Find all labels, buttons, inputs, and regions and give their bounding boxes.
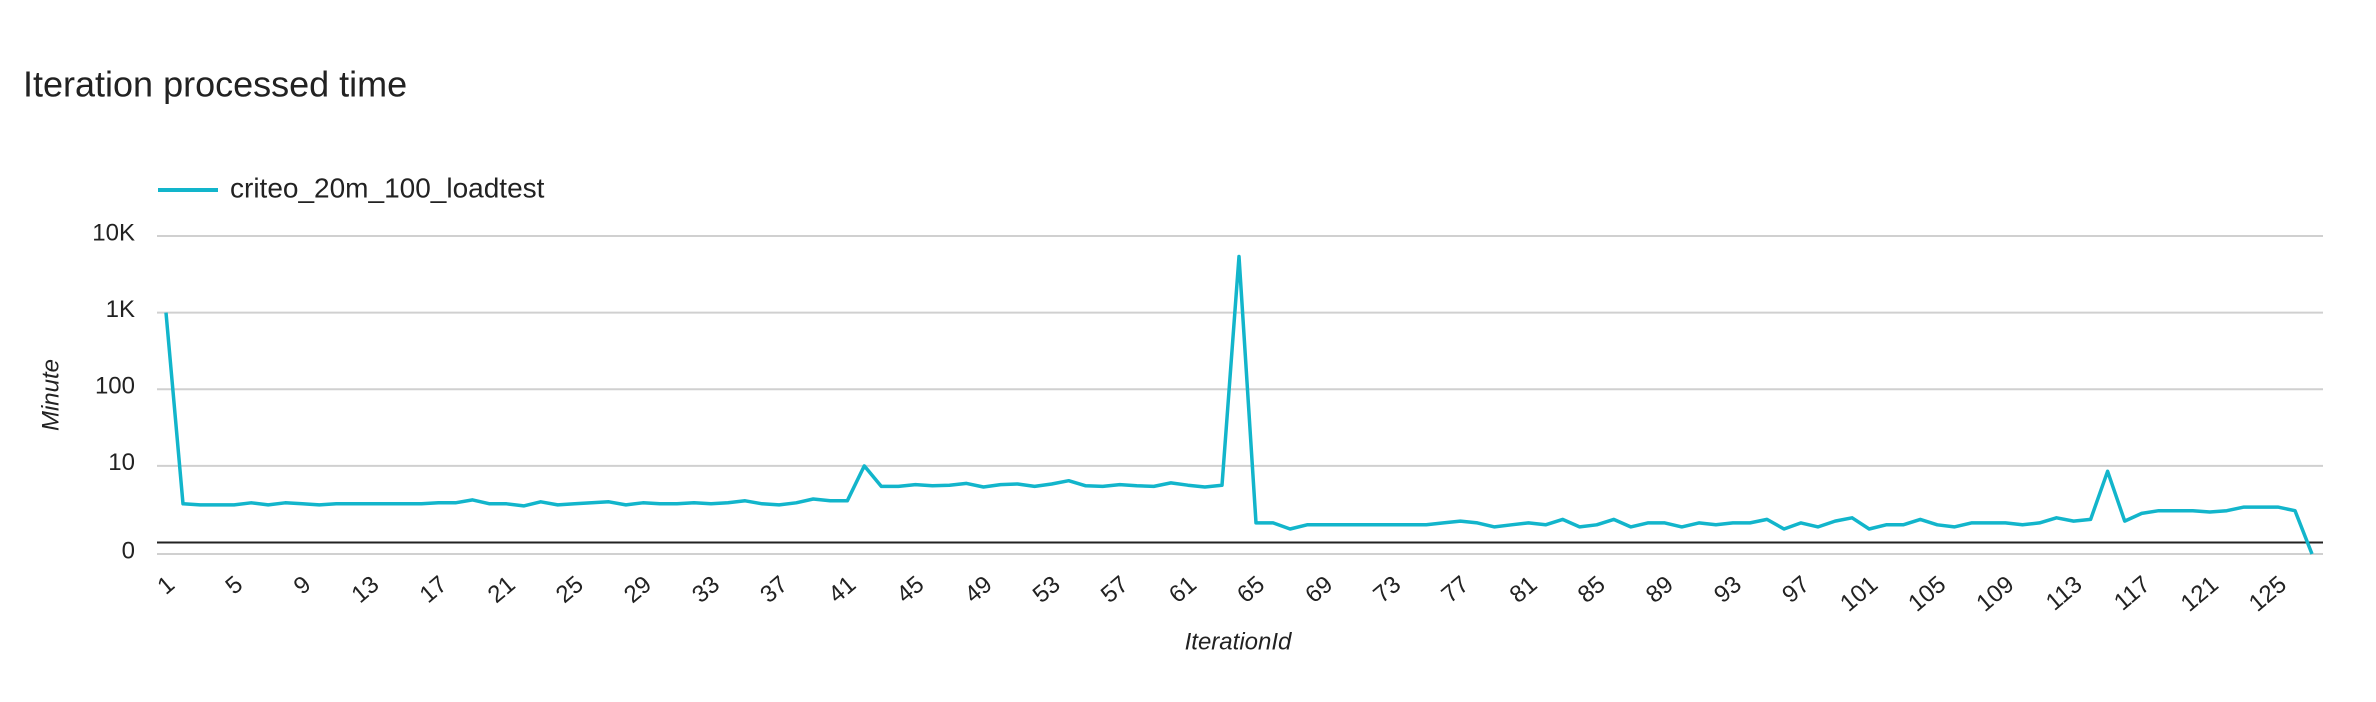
x-tick-label: 101 — [1835, 571, 1883, 617]
x-tick-label: 13 — [347, 571, 385, 609]
x-tick-label: 33 — [687, 571, 725, 609]
x-tick-label: 125 — [2244, 571, 2292, 617]
legend-label: criteo_20m_100_loadtest — [230, 172, 545, 203]
x-tick-label: 93 — [1709, 571, 1747, 609]
x-tick-label: 69 — [1300, 571, 1338, 609]
x-tick-label: 17 — [415, 571, 453, 609]
x-axis-title: IterationId — [1185, 628, 1292, 655]
x-tick-label: 61 — [1164, 571, 1202, 609]
x-tick-label: 5 — [220, 571, 248, 600]
y-tick-label: 10 — [108, 449, 135, 476]
x-tick-label: 85 — [1573, 571, 1611, 609]
x-tick-label: 53 — [1028, 571, 1066, 609]
x-tick-label: 41 — [823, 571, 861, 609]
y-tick-label: 10K — [92, 219, 135, 246]
x-tick-label: 89 — [1641, 571, 1679, 609]
x-tick-label: 121 — [2176, 571, 2224, 617]
x-tick-label: 57 — [1096, 571, 1134, 609]
x-tick-label: 65 — [1232, 571, 1270, 609]
x-tick-label: 37 — [755, 571, 793, 609]
data-line — [164, 254, 2314, 555]
y-tick-label: 1K — [106, 296, 135, 323]
x-tick-label: 1 — [152, 571, 180, 600]
y-tick-label: 100 — [95, 373, 135, 400]
x-tick-label: 77 — [1437, 571, 1475, 609]
x-tick-label: 97 — [1777, 571, 1815, 609]
x-tick-label: 113 — [2041, 571, 2088, 616]
x-tick-label: 109 — [1971, 571, 2019, 617]
y-axis-title: Minute — [37, 359, 64, 431]
y-tick-label: 0 — [122, 537, 135, 564]
x-tick-label: 117 — [2109, 571, 2156, 616]
x-tick-label: 9 — [289, 571, 317, 600]
x-tick-label: 105 — [1903, 571, 1951, 617]
x-tick-label: 21 — [483, 571, 521, 609]
x-tick-label: 29 — [619, 571, 657, 609]
x-tick-label: 25 — [551, 571, 589, 609]
x-tick-label: 49 — [960, 571, 998, 609]
x-tick-label: 81 — [1505, 571, 1543, 609]
x-tick-label: 73 — [1368, 571, 1406, 609]
x-tick-label: 45 — [892, 571, 930, 609]
chart-title: Iteration processed time — [23, 64, 407, 105]
